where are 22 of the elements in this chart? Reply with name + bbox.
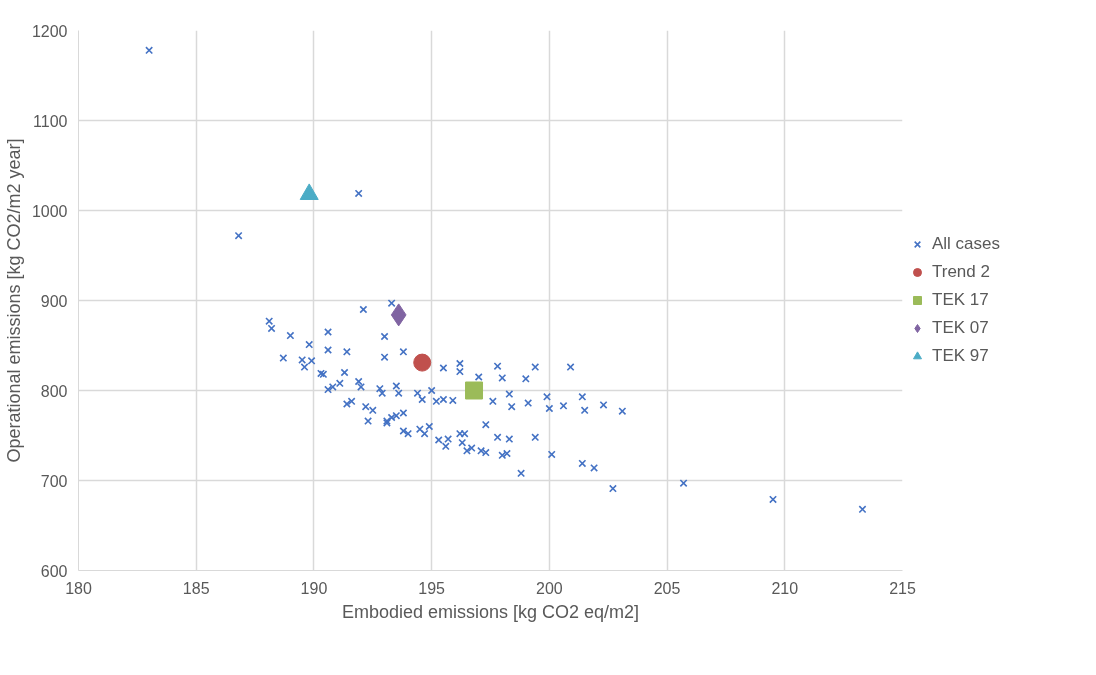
y-tick-label: 600 <box>40 562 68 580</box>
y-tick-label: 1200 <box>31 22 68 40</box>
x-tick-label: 195 <box>418 579 446 597</box>
x-tick-label: 205 <box>653 579 681 597</box>
legend-label: TEK 97 <box>932 346 989 366</box>
x-tick-label: 185 <box>182 579 210 597</box>
legend-label: Trend 2 <box>932 262 990 282</box>
y-tick-label: 800 <box>40 382 68 400</box>
y-tick-label: 900 <box>40 292 68 310</box>
x-tick-label: 190 <box>300 579 328 597</box>
y-axis-title: Operational emissions [kg CO2/m2 year] <box>3 138 24 463</box>
y-tick-label: 1100 <box>33 112 68 130</box>
x-tick-label: 180 <box>65 579 92 597</box>
legend-label: TEK 17 <box>932 290 989 310</box>
y-tick-label: 1000 <box>31 202 68 220</box>
x-tick-label: 200 <box>536 579 563 597</box>
legend-label: TEK 07 <box>932 318 989 338</box>
legend-label: All cases <box>932 234 1001 254</box>
x-axis-title: Embodied emissions [kg CO2 eq/m2] <box>341 601 640 622</box>
y-tick-label: 700 <box>40 472 68 490</box>
x-tick-label: 210 <box>771 579 799 597</box>
x-tick-label: 215 <box>889 579 916 597</box>
